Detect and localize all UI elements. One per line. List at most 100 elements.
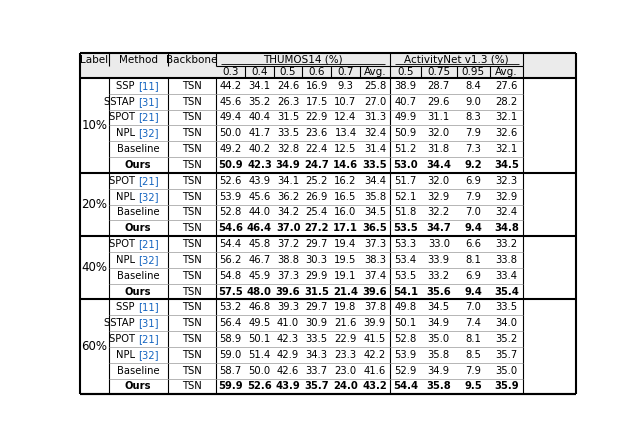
- Text: 51.4: 51.4: [248, 350, 271, 360]
- Text: 8.1: 8.1: [465, 255, 481, 265]
- Text: TSN: TSN: [182, 271, 202, 281]
- Text: 43.9: 43.9: [248, 176, 271, 186]
- Text: 49.5: 49.5: [248, 318, 271, 328]
- Text: 34.8: 34.8: [494, 223, 519, 233]
- Text: [32]: [32]: [138, 128, 159, 138]
- Text: 19.8: 19.8: [334, 302, 356, 313]
- Text: 38.9: 38.9: [394, 81, 417, 91]
- Text: 0.95: 0.95: [461, 67, 485, 77]
- Text: 32.9: 32.9: [495, 192, 518, 202]
- Text: 32.0: 32.0: [428, 128, 450, 138]
- Text: TSN: TSN: [182, 366, 202, 376]
- Text: 33.7: 33.7: [306, 366, 328, 376]
- Text: 58.7: 58.7: [220, 366, 242, 376]
- Text: 16.0: 16.0: [334, 207, 356, 218]
- Text: 40%: 40%: [81, 262, 108, 274]
- Text: 34.9: 34.9: [428, 318, 450, 328]
- Text: 54.8: 54.8: [220, 271, 242, 281]
- Text: [31]: [31]: [138, 318, 159, 328]
- Text: 27.0: 27.0: [364, 97, 386, 107]
- Text: 16.5: 16.5: [334, 192, 356, 202]
- Text: 10.7: 10.7: [334, 97, 356, 107]
- Text: 9.5: 9.5: [465, 381, 482, 392]
- Text: 32.6: 32.6: [495, 128, 518, 138]
- Text: 32.2: 32.2: [428, 207, 450, 218]
- Text: 32.4: 32.4: [364, 128, 386, 138]
- Text: 12.5: 12.5: [334, 144, 356, 154]
- Text: 35.8: 35.8: [428, 350, 450, 360]
- Text: Baseline: Baseline: [117, 366, 159, 376]
- Text: 38.8: 38.8: [277, 255, 299, 265]
- Text: 36.2: 36.2: [277, 192, 300, 202]
- Text: 50.9: 50.9: [394, 128, 417, 138]
- Text: TSN: TSN: [182, 207, 202, 218]
- Text: 27.2: 27.2: [305, 223, 329, 233]
- Text: 46.8: 46.8: [248, 302, 271, 313]
- Text: 52.6: 52.6: [247, 381, 272, 392]
- Text: TSN: TSN: [182, 81, 202, 91]
- Text: 20%: 20%: [81, 198, 108, 211]
- Text: [21]: [21]: [138, 176, 159, 186]
- Text: TSN: TSN: [182, 176, 202, 186]
- Text: 57.5: 57.5: [218, 286, 243, 297]
- Text: [31]: [31]: [138, 97, 159, 107]
- Text: Ours: Ours: [125, 223, 152, 233]
- Text: 53.0: 53.0: [393, 160, 418, 170]
- Text: 40.2: 40.2: [248, 144, 271, 154]
- Text: 25.4: 25.4: [306, 207, 328, 218]
- Text: 7.9: 7.9: [465, 192, 481, 202]
- Text: 34.4: 34.4: [426, 160, 451, 170]
- Text: 39.9: 39.9: [364, 318, 386, 328]
- Text: 35.6: 35.6: [426, 286, 451, 297]
- Text: TSN: TSN: [182, 255, 202, 265]
- Text: 17.5: 17.5: [305, 97, 328, 107]
- Text: TSN: TSN: [182, 192, 202, 202]
- Text: 9.3: 9.3: [337, 81, 353, 91]
- Text: 25.8: 25.8: [364, 81, 386, 91]
- Text: 50.1: 50.1: [248, 334, 271, 344]
- Text: 50.0: 50.0: [220, 128, 242, 138]
- Text: 38.3: 38.3: [364, 255, 386, 265]
- Text: 31.1: 31.1: [428, 112, 450, 123]
- Text: [11]: [11]: [138, 81, 159, 91]
- Text: 53.3: 53.3: [394, 239, 417, 249]
- Text: Backbone: Backbone: [166, 55, 218, 65]
- Text: 27.6: 27.6: [495, 81, 518, 91]
- Text: 42.3: 42.3: [247, 160, 272, 170]
- Text: 24.7: 24.7: [305, 160, 329, 170]
- Text: 22.9: 22.9: [305, 112, 328, 123]
- Text: Avg.: Avg.: [364, 67, 386, 77]
- Text: 42.2: 42.2: [364, 350, 386, 360]
- Text: [21]: [21]: [138, 239, 159, 249]
- Text: 59.0: 59.0: [220, 350, 242, 360]
- Text: 25.2: 25.2: [305, 176, 328, 186]
- Text: 0.5: 0.5: [280, 67, 296, 77]
- Text: NPL: NPL: [116, 128, 138, 138]
- Text: TSN: TSN: [182, 318, 202, 328]
- Text: 29.9: 29.9: [305, 271, 328, 281]
- Text: SSP: SSP: [116, 81, 138, 91]
- Text: TSN: TSN: [182, 302, 202, 313]
- Text: SPOT: SPOT: [109, 239, 138, 249]
- Text: 45.8: 45.8: [248, 239, 271, 249]
- Text: [21]: [21]: [138, 112, 159, 123]
- Text: 28.7: 28.7: [428, 81, 450, 91]
- Text: 46.7: 46.7: [248, 255, 271, 265]
- Text: 41.7: 41.7: [248, 128, 271, 138]
- Text: 0.3: 0.3: [223, 67, 239, 77]
- Text: 59.9: 59.9: [218, 381, 243, 392]
- Text: 40.7: 40.7: [394, 97, 417, 107]
- Text: TSN: TSN: [182, 160, 202, 170]
- Text: 8.1: 8.1: [465, 334, 481, 344]
- Text: 43.2: 43.2: [362, 381, 387, 392]
- Text: 50.9: 50.9: [218, 160, 243, 170]
- Text: 53.5: 53.5: [393, 223, 418, 233]
- Text: TSN: TSN: [182, 112, 202, 123]
- Text: 54.6: 54.6: [218, 223, 243, 233]
- Text: 45.6: 45.6: [248, 192, 271, 202]
- Text: 35.0: 35.0: [495, 366, 518, 376]
- Text: 29.6: 29.6: [428, 97, 450, 107]
- Text: 35.7: 35.7: [495, 350, 518, 360]
- Text: TSN: TSN: [182, 128, 202, 138]
- Text: 7.9: 7.9: [465, 128, 481, 138]
